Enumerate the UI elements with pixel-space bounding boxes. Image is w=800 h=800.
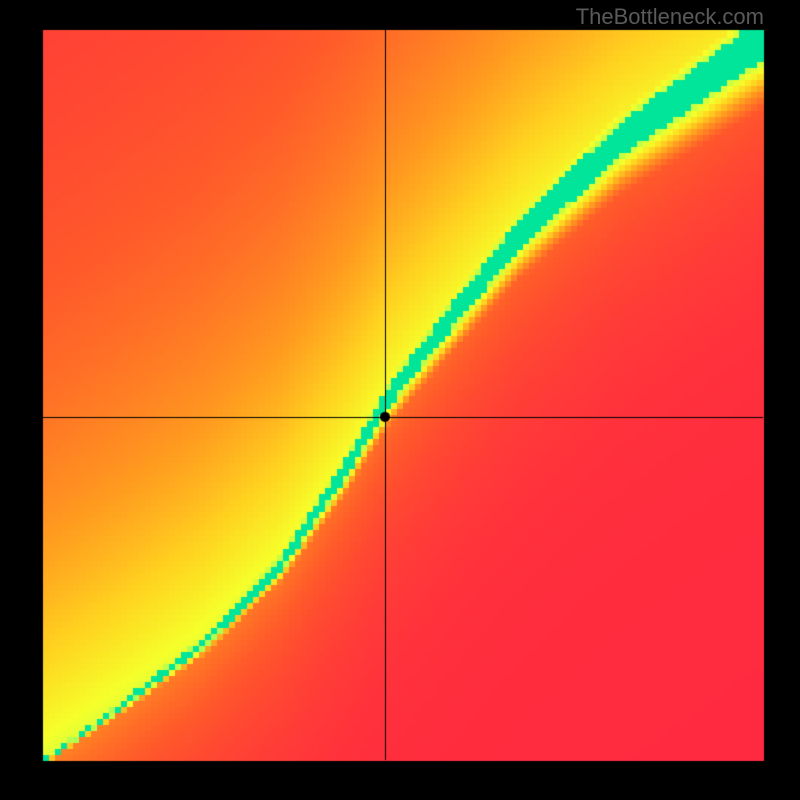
bottleneck-heatmap <box>0 0 800 800</box>
chart-container: TheBottleneck.com <box>0 0 800 800</box>
watermark-text: TheBottleneck.com <box>576 4 764 30</box>
